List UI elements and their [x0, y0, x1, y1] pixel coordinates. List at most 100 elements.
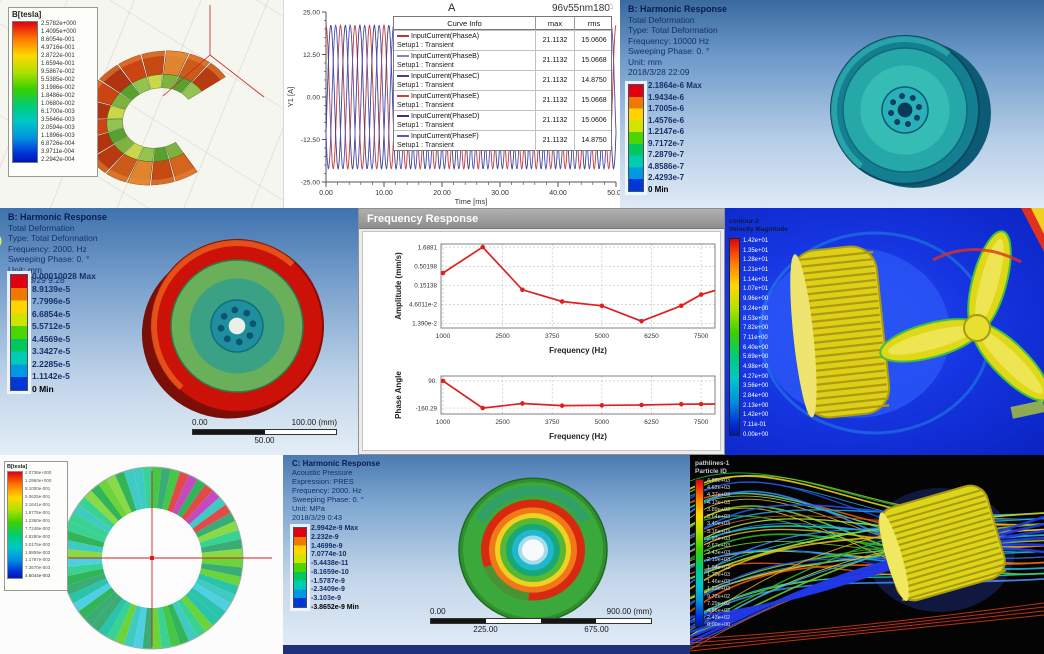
- curve-info-row: InputCurrent(PhaseB) Setup1 : Transient …: [394, 50, 613, 71]
- colorbar-value: 4.86e+02: [707, 607, 731, 614]
- colorbar-value: 3.56e+00: [743, 383, 769, 390]
- col-curve-info: Curve Info: [447, 19, 482, 28]
- home-icon[interactable]: ⌂: [608, 1, 615, 12]
- colorbar-value: 2.67e+03: [707, 542, 731, 549]
- pressure-legend: 2.9942e-9 Max 2.232e-9 1.4699e-9 7.0774e-10…: [293, 525, 359, 611]
- svg-text:3750: 3750: [545, 333, 560, 340]
- ruler-bar: [192, 429, 337, 435]
- panel-stator-field: B[tesla] 2.0736e+000 1.2960e+000 8.1000e-0…: [0, 455, 283, 654]
- colorbar-value: 1.4576e-6: [648, 115, 685, 125]
- stator-field-render: [14, 466, 272, 650]
- curve-setup: Setup1 : Transient: [397, 121, 454, 129]
- result-header-line: Unit: mm: [628, 56, 662, 67]
- svg-text:5000: 5000: [595, 419, 610, 426]
- curve-name: InputCurrent(PhaseD): [411, 113, 480, 120]
- colorbar-value: 3.9711e-004: [41, 149, 75, 155]
- colorbar-value: 7.82e+00: [743, 325, 769, 332]
- panel-acoustic-pressure: C: Harmonic Response Acoustic Pressure Ex…: [283, 455, 690, 654]
- svg-text:2500: 2500: [495, 419, 510, 426]
- colorbar-value: 4.9716e-001: [41, 45, 75, 51]
- result-header-line: Frequency: 2000. Hz: [292, 486, 362, 495]
- colorbar-value: 8.9139e-5: [32, 283, 71, 294]
- svg-text:4.6011e-2: 4.6011e-2: [409, 302, 437, 309]
- curve-name: InputCurrent(PhaseB): [411, 53, 480, 60]
- curve-name: InputCurrent(PhaseF): [411, 133, 479, 140]
- colorbar-value: 5.0625e-001: [25, 493, 51, 499]
- colorbar-value: 1.35e+01: [743, 247, 769, 254]
- svg-text:0.15138: 0.15138: [414, 283, 437, 290]
- colorbar-value: 0 Min: [32, 383, 54, 394]
- colorbar-value: 1.07e+01: [743, 286, 769, 293]
- colorbar-value: 7.29e+02: [707, 600, 731, 607]
- colorbar-value: 2.4293e-7: [648, 173, 685, 183]
- b-field-legend: B[tesla] 2.0736e+000 1.2960e+000 8.1000e-0…: [4, 461, 68, 591]
- colorbar-value: 4.86e+03: [707, 478, 731, 484]
- colorbar-value: 1.6594e-001: [41, 61, 75, 67]
- colorbar-value: 1.2360e-001: [25, 517, 51, 523]
- result-header-line: 2018/3/29 9:28: [8, 275, 65, 285]
- curve-name: InputCurrent(PhaseE): [411, 93, 480, 100]
- deformation-legend: 0.00010028 Max 8.9139e-5 7.7996e-5 6.6854e-…: [10, 272, 96, 394]
- curve-info-row: InputCurrent(PhaseD) Setup1 : Transient …: [394, 110, 613, 131]
- model-label: 96v55nm180: [552, 3, 610, 14]
- result-header-line: Expression: PRES: [292, 477, 354, 486]
- result-header: C: Harmonic Response Acoustic Pressure Ex…: [292, 459, 380, 522]
- window-body: 1000 2500 3750 5000 6250 7500 1.6881 0.50198 0.1…: [362, 231, 721, 451]
- legend-title: B[tesla]: [7, 464, 28, 470]
- ruler-min: 0.00: [192, 418, 208, 427]
- curve-rms: 14.8750: [574, 71, 613, 91]
- svg-text:-25.00: -25.00: [301, 180, 320, 187]
- curve-rms: 15.0668: [574, 51, 613, 71]
- svg-text:7500: 7500: [694, 333, 709, 340]
- svg-text:25.00: 25.00: [303, 10, 320, 17]
- colorbar-value: 1.42e+00: [743, 412, 769, 419]
- ruler-mid: 50.00: [254, 436, 275, 445]
- curve-rms: 15.0606: [574, 111, 613, 131]
- panel-pathlines: pathlines-1 Particle ID 4.86e+03 4.62e+03…: [690, 455, 1044, 654]
- colorbar-value: 0.00e+00: [707, 622, 731, 629]
- svg-text:Y1 [A]: Y1 [A]: [286, 87, 295, 107]
- result-header-line: Total Deformation: [8, 222, 75, 233]
- svg-text:6250: 6250: [644, 333, 659, 340]
- colorbar-value: 6.8726e-004: [41, 141, 75, 147]
- svg-text:1000: 1000: [436, 419, 451, 426]
- svg-text:40.00: 40.00: [549, 190, 567, 197]
- colorbar-value: 4.8586e-7: [648, 161, 685, 171]
- colorbar-value: 4.8280e-002: [25, 533, 51, 539]
- colorbar-value: 1.7005e-6: [648, 104, 685, 114]
- svg-text:1000: 1000: [436, 333, 451, 340]
- window-frequency-response: Frequency Response 1000 2500 3750 5000 6250 7…: [358, 208, 725, 455]
- colorbar-value: 1.14e+01: [743, 276, 769, 283]
- colorbar-value: 5.69e+00: [743, 354, 769, 361]
- result-header-line: Sweeping Phase: 0. °: [628, 46, 710, 56]
- colorbar-value: 2.84e+00: [743, 393, 769, 399]
- colorbar: [729, 238, 740, 436]
- ruler-min: 0.00: [430, 607, 446, 616]
- colorbar-value: 1.1896e-003: [41, 133, 75, 139]
- svg-text:5000: 5000: [595, 333, 610, 340]
- colorbar-value: -3.8652e-9 Min: [311, 603, 359, 611]
- colorbar: [293, 527, 307, 608]
- result-header-line: 2018/3/29 0:43: [292, 513, 343, 522]
- curve-rms: 14.8750: [574, 131, 613, 151]
- colorbar-value: 1.8859e-002: [25, 549, 51, 555]
- colorbar-value: 4.27e+00: [743, 373, 769, 380]
- colorbar-value: 9.5867e-002: [41, 69, 75, 75]
- curve-color-dash: [397, 75, 409, 78]
- window-titlebar[interactable]: Frequency Response: [359, 209, 724, 229]
- curve-max: 21.1132: [535, 51, 574, 71]
- colorbar-value: 2.8722e-001: [41, 53, 75, 59]
- result-header-line: Total Deformation: [628, 14, 695, 25]
- colorbar-value: 8.53e+00: [743, 315, 769, 322]
- result-header: B: Harmonic Response Total Deformation Ty…: [628, 4, 727, 78]
- curve-info-header: Curve Info max rms: [394, 17, 611, 30]
- colorbar-value: 9.24e+00: [743, 305, 769, 312]
- colorbar-value: -2.3409e-9: [311, 586, 345, 594]
- curve-setup: Setup1 : Transient: [397, 41, 454, 49]
- colorbar-value: 3.40e+03: [707, 521, 731, 528]
- curve-info-table: Curve Info max rms InputCurrent(PhaseA) …: [393, 16, 612, 151]
- colorbar: [12, 21, 38, 163]
- plot-title: A: [448, 2, 456, 14]
- colorbar-value: 4.62e+03: [707, 485, 731, 492]
- colorbar-value: 3.3427e-5: [32, 346, 71, 357]
